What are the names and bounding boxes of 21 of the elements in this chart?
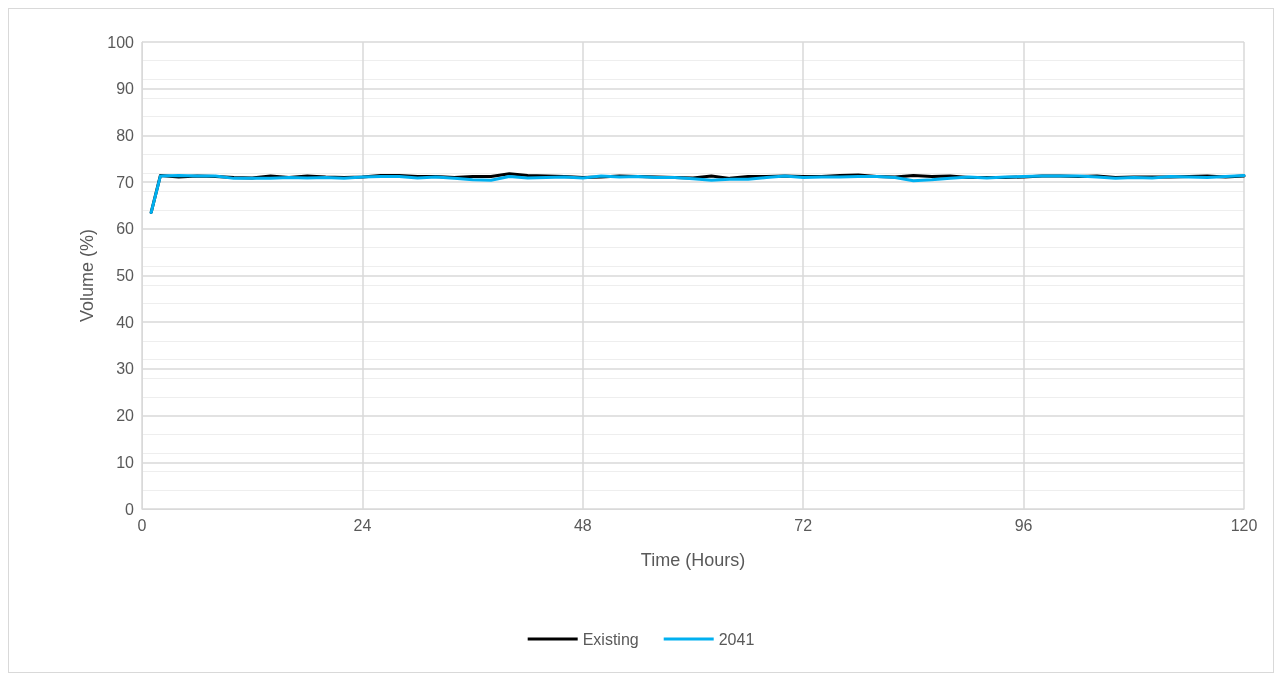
y-tick-label: 90 <box>116 80 135 98</box>
y-tick-label: 50 <box>116 267 135 284</box>
x-tick-label: 72 <box>794 516 813 534</box>
legend-label: Existing <box>582 630 639 648</box>
y-tick-label: 40 <box>116 313 135 331</box>
x-tick-label: 48 <box>573 516 592 534</box>
y-tick-label: 60 <box>116 220 135 238</box>
y-tick-label: 10 <box>116 453 135 471</box>
y-tick-label: 0 <box>125 500 135 518</box>
x-axis-title: Time (Hours) <box>640 550 746 570</box>
x-tick-label: 96 <box>1014 516 1033 534</box>
y-tick-label: 100 <box>107 33 135 51</box>
x-tick-label: 0 <box>137 516 147 534</box>
y-axis-title: Volume (%) <box>77 228 98 323</box>
y-tick-label: 20 <box>116 407 135 425</box>
y-tick-label: 30 <box>116 360 135 378</box>
y-tick-label: 70 <box>116 173 135 191</box>
x-tick-label: 24 <box>353 516 372 534</box>
legend-label: 2041 <box>718 630 755 648</box>
x-tick-label: 120 <box>1230 516 1258 534</box>
y-tick-label: 80 <box>116 126 135 144</box>
